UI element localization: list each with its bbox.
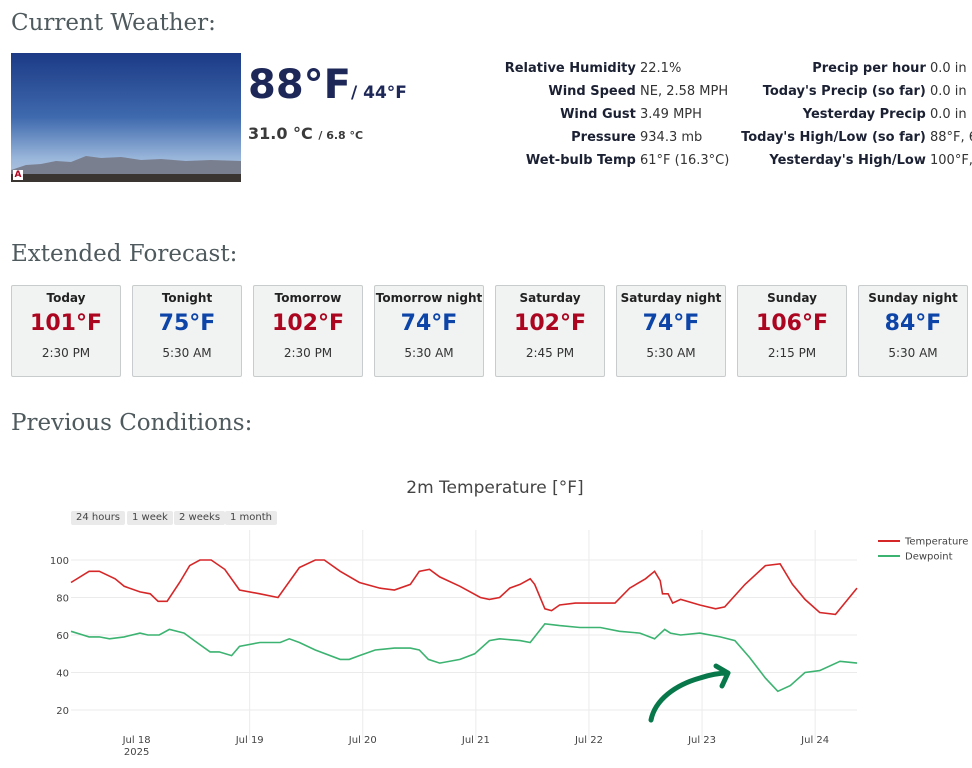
forecast-time: 2:30 PM — [41, 346, 91, 360]
forecast-card[interactable]: Tomorrow night 74°F 5:30 AM — [374, 285, 484, 377]
stat-value: 88°F, 69°F — [930, 130, 972, 145]
x-tick-label: Jul 22 — [574, 735, 603, 746]
forecast-period: Saturday night — [620, 291, 722, 305]
forecast-period: Tonight — [161, 291, 213, 305]
forecast-temp: 84°F — [884, 311, 942, 336]
y-tick-label: 100 — [50, 556, 69, 567]
forecast-temp: 74°F — [642, 311, 700, 336]
stat-row: Pressure 934.3 mb — [400, 126, 702, 149]
stat-label: Yesterday's High/Low — [769, 153, 926, 168]
x-tick-year: 2025 — [124, 747, 149, 758]
stat-value: 0.0 in — [930, 61, 967, 76]
stat-row: Wind Speed NE, 2.58 MPH — [400, 80, 728, 103]
forecast-period: Tomorrow night — [375, 291, 483, 305]
forecast-time: 2:45 PM — [525, 346, 575, 360]
stat-value: 0.0 in — [930, 107, 967, 122]
forecast-card[interactable]: Saturday 102°F 2:45 PM — [495, 285, 605, 377]
stat-value: NE, 2.58 MPH — [640, 84, 729, 99]
forecast-card[interactable]: Today 101°F 2:30 PM — [11, 285, 121, 377]
forecast-period: Today — [46, 291, 86, 305]
forecast-card[interactable]: Tomorrow 102°F 2:30 PM — [253, 285, 363, 377]
x-tick-label: Jul 19 — [235, 735, 264, 746]
forecast-temp: 106°F — [756, 311, 828, 336]
stat-value: 100°F, 72°F — [930, 153, 972, 168]
forecast-period: Saturday — [519, 291, 581, 305]
x-tick-label: Jul 21 — [461, 735, 490, 746]
forecast-period: Sunday — [767, 291, 817, 305]
chart-title: 2m Temperature [°F] — [406, 478, 583, 498]
dewpoint-f: / 44°F — [351, 83, 407, 103]
stat-row: Wind Gust 3.49 MPH — [400, 103, 702, 126]
x-tick-label: Jul 18 — [122, 735, 151, 746]
range-button-24-hours[interactable]: 24 hours — [71, 511, 126, 525]
stat-row: Wet-bulb Temp 61°F (16.3°C) — [400, 149, 729, 172]
range-button-2-weeks[interactable]: 2 weeks — [174, 511, 226, 525]
series-line-temperature — [70, 559, 858, 616]
annotation-arrow-icon — [648, 663, 731, 723]
forecast-time: 2:30 PM — [283, 346, 333, 360]
current-temperature: 88°F/ 44°F — [248, 62, 407, 108]
legend-label[interactable]: Dewpoint — [905, 552, 953, 563]
forecast-period: Sunday night — [868, 291, 958, 305]
forecast-temp: 75°F — [158, 311, 216, 336]
stat-row: Today's High/Low (so far) 88°F, 69°F — [600, 126, 972, 149]
stat-label: Relative Humidity — [504, 61, 636, 76]
x-tick-label: Jul 20 — [348, 735, 377, 746]
forecast-time: 5:30 AM — [404, 346, 454, 360]
stat-label: Yesterday Precip — [802, 107, 926, 122]
range-button-1-month[interactable]: 1 month — [225, 511, 277, 525]
forecast-card[interactable]: Sunday 106°F 2:15 PM — [737, 285, 847, 377]
current-weather-heading: Current Weather: — [11, 10, 216, 36]
y-tick-label: 20 — [56, 706, 69, 717]
forecast-period: Tomorrow — [274, 291, 342, 305]
forecast-time: 5:30 AM — [162, 346, 212, 360]
series-line-dewpoint — [70, 622, 858, 693]
x-tick-label: Jul 23 — [687, 735, 716, 746]
stat-value: 0.0 in — [930, 84, 967, 99]
y-tick-label: 80 — [56, 594, 69, 605]
stat-label: Wind Speed — [548, 84, 636, 99]
x-tick-label: Jul 24 — [800, 735, 829, 746]
stat-row: Precip per hour 0.0 in — [600, 57, 966, 80]
range-button-1-week[interactable]: 1 week — [127, 511, 173, 525]
stat-label: Wet-bulb Temp — [525, 153, 636, 168]
stat-row: Today's Precip (so far) 0.0 in — [600, 80, 967, 103]
forecast-time: 5:30 AM — [888, 346, 938, 360]
extended-forecast-heading: Extended Forecast: — [11, 241, 238, 267]
stat-label: Today's High/Low (so far) — [741, 130, 926, 145]
stat-label: Today's Precip (so far) — [762, 84, 926, 99]
stats-right: Precip per hour 0.0 in Today's Precip (so… — [600, 57, 972, 172]
university-logo-icon: A — [13, 170, 23, 180]
mountain-silhouette — [11, 156, 241, 182]
stats-left: Relative Humidity 22.1% Wind Speed NE, 2.… — [400, 57, 730, 172]
stat-row: Yesterday's High/Low 100°F, 72°F — [600, 149, 972, 172]
y-tick-label: 60 — [56, 631, 69, 642]
forecast-card[interactable]: Sunday night 84°F 5:30 AM — [858, 285, 968, 377]
stat-value: 22.1% — [640, 61, 682, 76]
previous-conditions-heading: Previous Conditions: — [11, 410, 253, 436]
webcam-image[interactable]: A — [11, 53, 241, 182]
y-tick-label: 40 — [56, 669, 69, 680]
stat-value: 934.3 mb — [640, 130, 703, 145]
forecast-card[interactable]: Tonight 75°F 5:30 AM — [132, 285, 242, 377]
dewpoint-c: / 6.8 °C — [318, 129, 364, 142]
forecast-temp: 102°F — [272, 311, 344, 336]
current-temperature-celsius: 31.0 °C / 6.8 °C — [248, 124, 364, 143]
stat-row: Yesterday Precip 0.0 in — [600, 103, 967, 126]
forecast-time: 5:30 AM — [646, 346, 696, 360]
forecast-temp: 101°F — [30, 311, 102, 336]
stat-row: Relative Humidity 22.1% — [400, 57, 682, 80]
legend-label[interactable]: Temperature — [904, 537, 968, 548]
stat-value: 3.49 MPH — [640, 107, 702, 122]
stat-label: Precip per hour — [812, 61, 926, 76]
forecast-card[interactable]: Saturday night 74°F 5:30 AM — [616, 285, 726, 377]
temperature-chart: 2m Temperature [°F] 20 40 60 80 100 Jul 182025… — [50, 478, 968, 758]
stat-label: Pressure — [571, 130, 636, 145]
forecast-time: 2:15 PM — [767, 346, 817, 360]
stat-value: 61°F (16.3°C) — [640, 153, 730, 168]
forecast-temp: 74°F — [400, 311, 458, 336]
stat-label: Wind Gust — [560, 107, 636, 122]
forecast-temp: 102°F — [514, 311, 586, 336]
